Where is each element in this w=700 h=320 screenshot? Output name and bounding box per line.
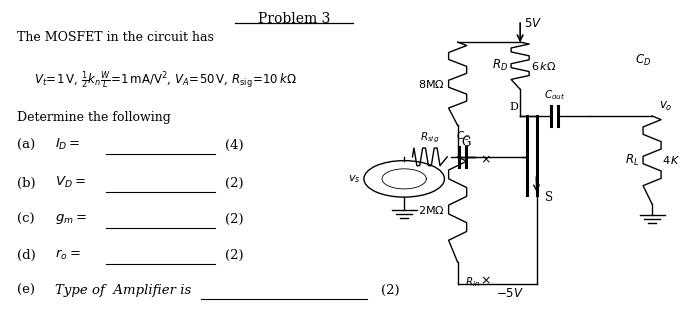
Text: $R_{in}$: $R_{in}$ xyxy=(465,275,480,289)
Text: (4): (4) xyxy=(225,139,244,152)
Text: $5V$: $5V$ xyxy=(524,17,542,30)
Text: (2): (2) xyxy=(225,213,244,226)
Text: $R_D$: $R_D$ xyxy=(491,58,508,73)
Text: $r_o=$: $r_o=$ xyxy=(55,248,80,262)
Text: $C_D$: $C_D$ xyxy=(635,53,651,68)
Text: $-5V$: $-5V$ xyxy=(496,287,524,300)
Text: D: D xyxy=(510,102,519,112)
Text: (2): (2) xyxy=(225,249,244,262)
Text: (2): (2) xyxy=(225,177,244,190)
Text: $8\mathrm{M}\Omega$: $8\mathrm{M}\Omega$ xyxy=(419,78,445,90)
Text: Determine the following: Determine the following xyxy=(17,111,171,124)
Text: $R_L$: $R_L$ xyxy=(625,152,640,168)
Text: (b): (b) xyxy=(17,177,35,190)
Text: (a): (a) xyxy=(17,139,35,152)
Text: $R_{sig}$: $R_{sig}$ xyxy=(420,131,440,145)
Text: $v_s$: $v_s$ xyxy=(348,173,360,185)
Text: $C_C$: $C_C$ xyxy=(456,129,470,143)
Text: Problem 3: Problem 3 xyxy=(258,12,330,26)
Text: (d): (d) xyxy=(17,249,36,262)
Text: (e): (e) xyxy=(17,284,35,297)
Text: $v_o$: $v_o$ xyxy=(659,100,673,113)
Text: G: G xyxy=(461,136,470,149)
Text: Type of  Amplifier is: Type of Amplifier is xyxy=(55,284,191,297)
Text: $2\mathrm{M}\Omega$: $2\mathrm{M}\Omega$ xyxy=(419,204,445,216)
Text: $I_D=$: $I_D=$ xyxy=(55,137,80,152)
Text: S: S xyxy=(545,191,553,204)
Text: $4\,K$: $4\,K$ xyxy=(662,154,680,166)
Text: $6\,k\Omega$: $6\,k\Omega$ xyxy=(531,60,556,72)
Text: $V_t\!=\!1\,\mathrm{V}$, $\frac{1}{2}k_n\frac{W}{L}\!=\!1\,\mathrm{mA/V^2}$, $V_: $V_t\!=\!1\,\mathrm{V}$, $\frac{1}{2}k_n… xyxy=(34,69,297,91)
Text: (2): (2) xyxy=(382,284,400,297)
Text: $\times$: $\times$ xyxy=(480,275,491,288)
Text: $g_m=$: $g_m=$ xyxy=(55,212,87,226)
Text: (c): (c) xyxy=(17,213,34,226)
Text: The MOSFET in the circuit has: The MOSFET in the circuit has xyxy=(17,31,214,44)
Text: $\times$: $\times$ xyxy=(480,154,491,166)
Text: $V_D=$: $V_D=$ xyxy=(55,175,85,190)
Text: $C_{out}$: $C_{out}$ xyxy=(544,88,566,102)
